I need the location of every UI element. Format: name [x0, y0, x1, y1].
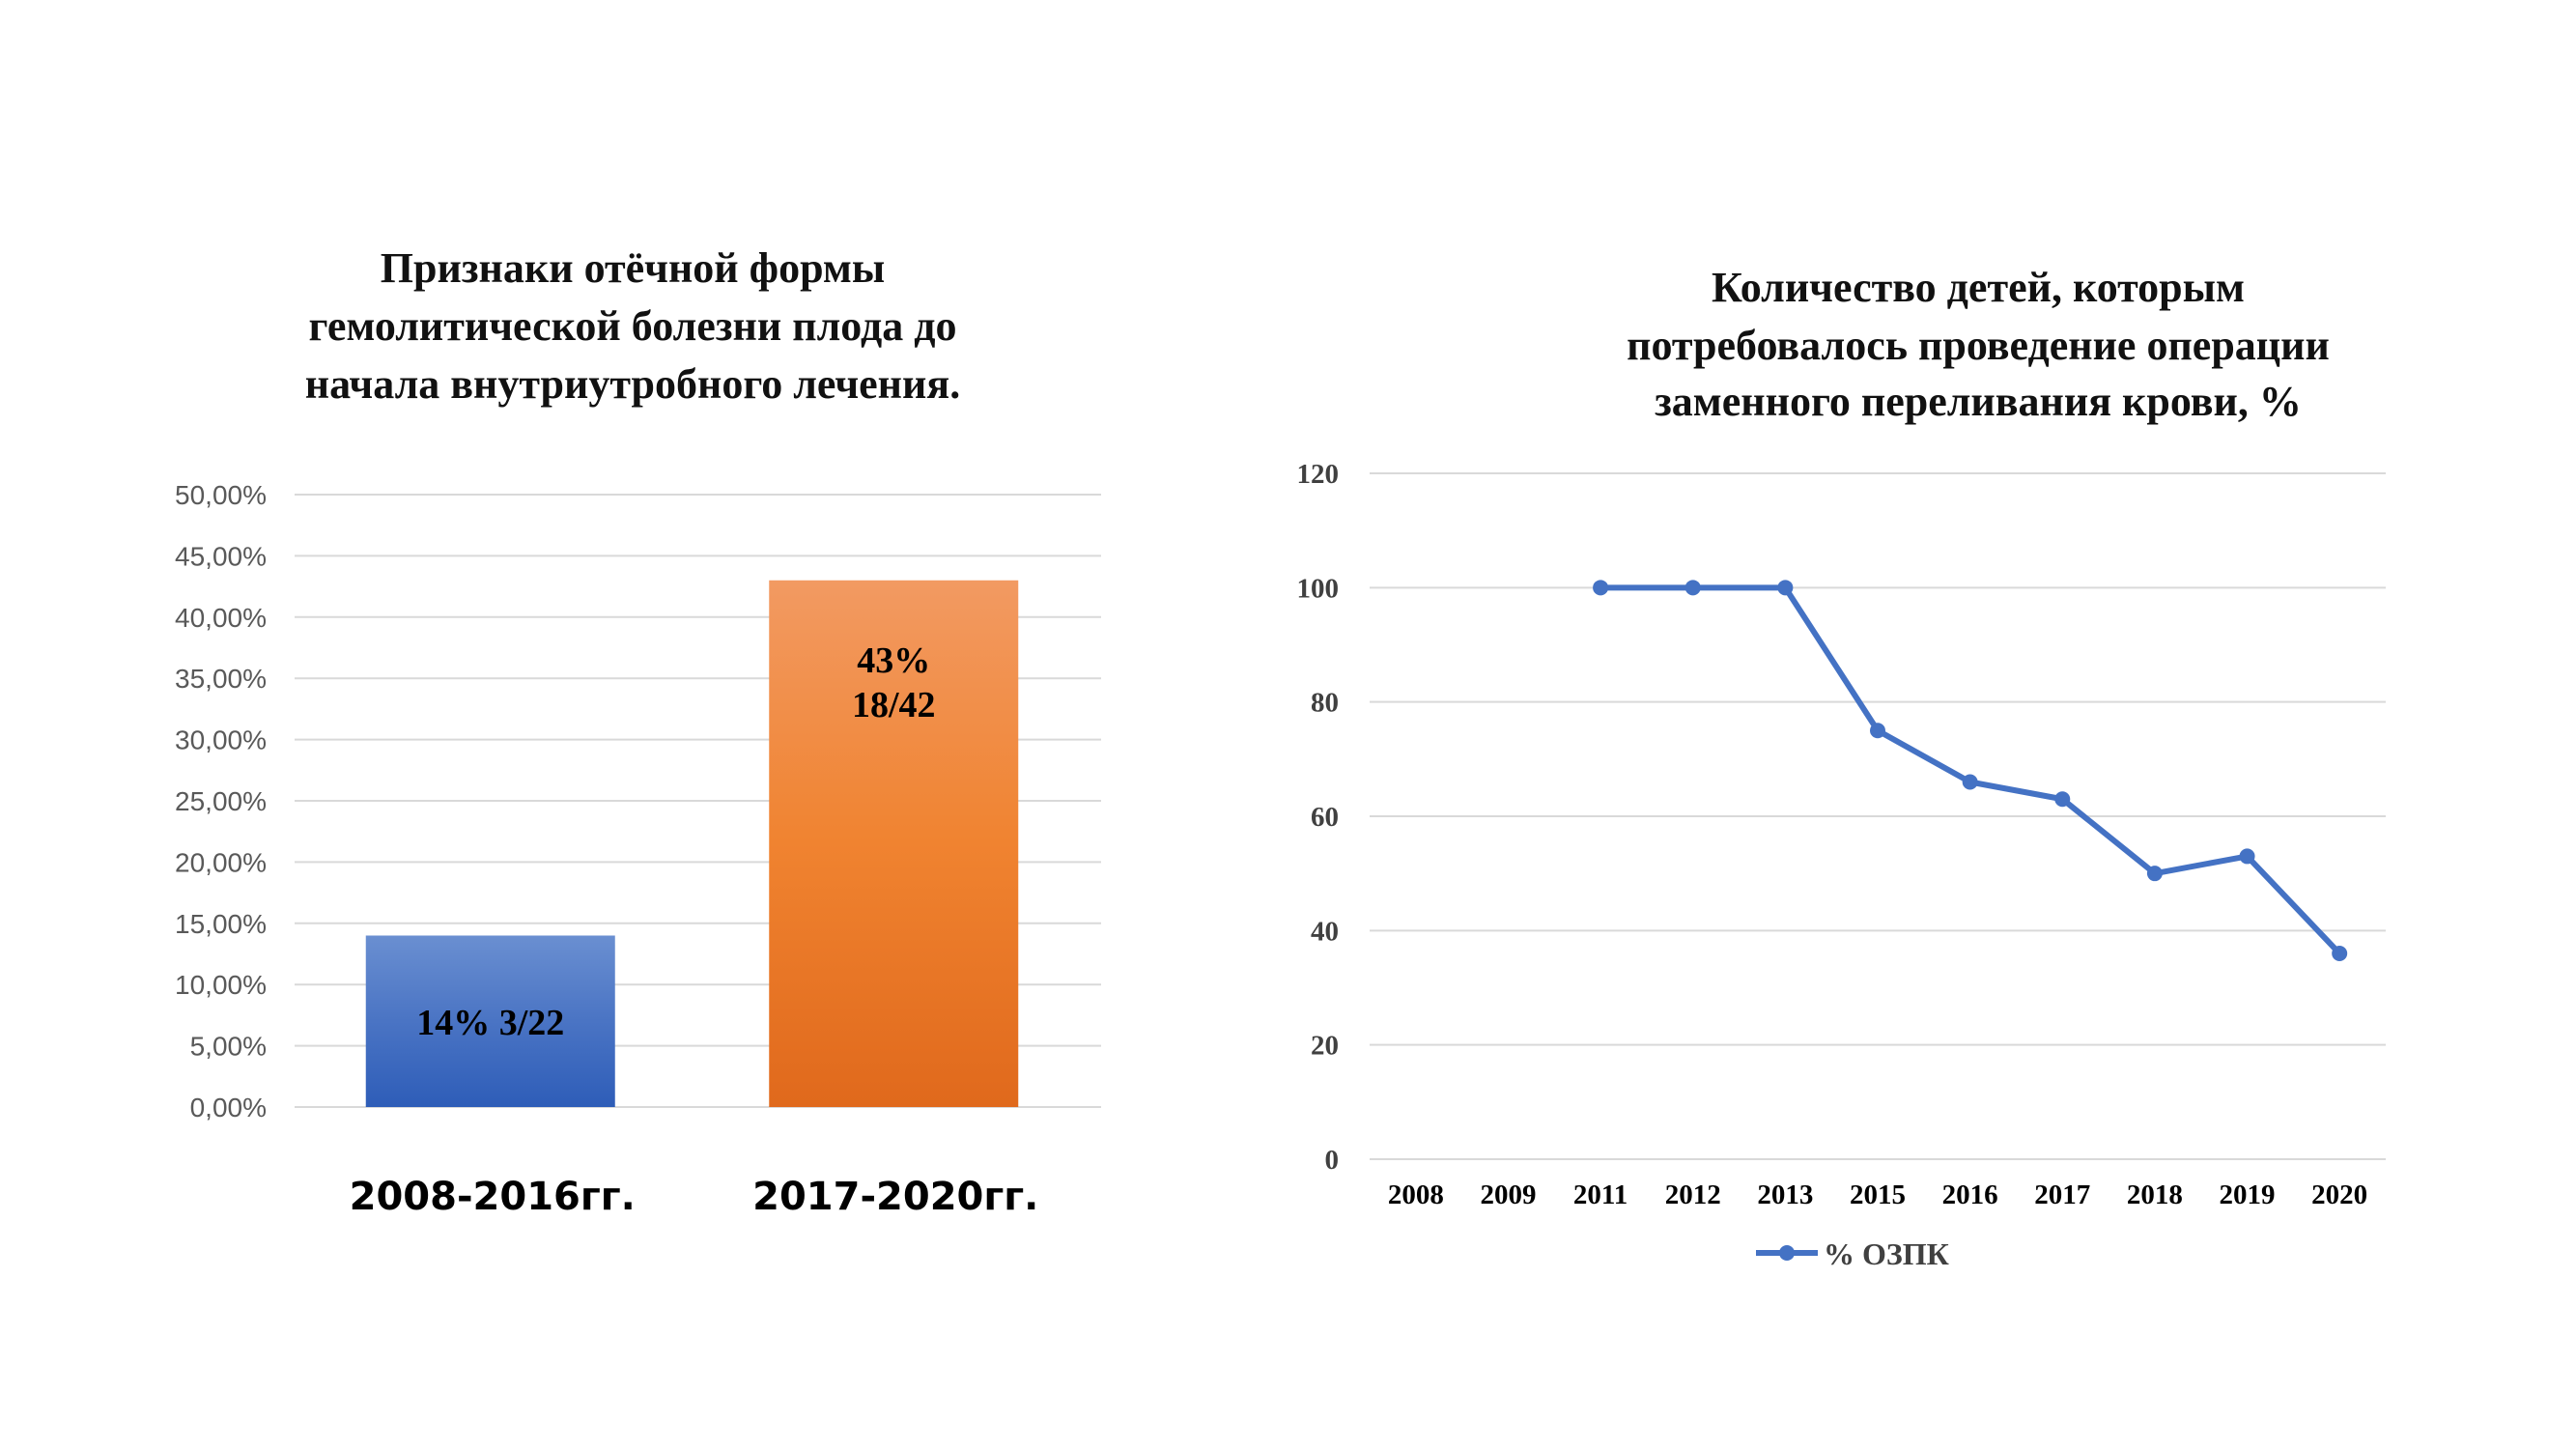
- bar-chart-data-labels: 14% 3/22 43%18/42: [416, 640, 935, 1043]
- bar-category-label: 2017-2020гг.: [752, 1175, 1038, 1219]
- bar-chart-title-line: гемолитической болезни плода до: [309, 302, 957, 350]
- bar-chart: Признаки отёчной формы гемолитической бо…: [175, 244, 1101, 1219]
- line-x-tick-label: 2008: [1388, 1179, 1444, 1210]
- bar: [365, 935, 615, 1107]
- bar-chart-y-tick-labels: 0,00% 5,00% 10,00% 15,00% 20,00% 25,00% 30,00%…: [175, 480, 267, 1122]
- line-data-point: [2239, 848, 2255, 865]
- line-chart-gridlines: [1370, 472, 2386, 1160]
- line-y-tick-label: 80: [1311, 688, 1339, 719]
- line-data-point: [2146, 866, 2163, 882]
- line-data-point: [1593, 580, 1609, 596]
- bar-y-tick-label: 40,00%: [175, 603, 267, 633]
- line-x-tick-label: 2015: [1850, 1179, 1906, 1210]
- line-y-tick-label: 40: [1311, 916, 1339, 947]
- bar-y-tick-label: 5,00%: [190, 1032, 267, 1062]
- bar-y-tick-label: 35,00%: [175, 664, 267, 694]
- bar-chart-category-labels: 2008-2016гг. 2017-2020гг.: [350, 1175, 1039, 1219]
- line-chart: Количество детей, которым потребовалось …: [1297, 264, 2386, 1271]
- bar-y-tick-label: 15,00%: [175, 909, 267, 939]
- bar: [769, 580, 1019, 1107]
- line-data-point: [2054, 791, 2071, 808]
- line-data-point: [2332, 946, 2348, 961]
- line-y-tick-label: 60: [1311, 802, 1339, 833]
- line-series-path: [1600, 584, 2342, 956]
- line-chart-y-tick-labels: 0 20 40 60 80 100 120: [1297, 459, 1340, 1176]
- legend-point-marker: [1779, 1245, 1795, 1261]
- line-chart-x-tick-labels: 2008 2009 2011 2012 2013 2015 2016 2017 2018 2019…: [1388, 1179, 2367, 1210]
- line-y-tick-label: 20: [1311, 1031, 1339, 1062]
- line-x-tick-label: 2011: [1573, 1179, 1628, 1210]
- line-x-tick-label: 2012: [1665, 1179, 1721, 1210]
- line-y-tick-label: 0: [1325, 1145, 1340, 1176]
- line-y-tick-label: 100: [1297, 573, 1340, 604]
- bar-category-label: 2008-2016гг.: [350, 1175, 636, 1219]
- line-chart-series: [1593, 580, 2348, 961]
- bar-y-tick-label: 30,00%: [175, 725, 267, 755]
- bar-y-tick-label: 50,00%: [175, 480, 267, 510]
- line-chart-title-line: заменного переливания крови, %: [1655, 378, 2302, 425]
- bar-data-label: 14% 3/22: [416, 1003, 564, 1043]
- legend-label: % ОЗПК: [1824, 1236, 1949, 1271]
- line-x-tick-label: 2013: [1757, 1179, 1813, 1210]
- line-x-tick-label: 2016: [1942, 1179, 1998, 1210]
- bar-y-tick-label: 0,00%: [190, 1093, 267, 1122]
- bar-data-label: 18/42: [852, 685, 936, 725]
- line-data-point: [1870, 723, 1885, 739]
- bar-chart-title-line: начала внутриутробного лечения.: [305, 360, 960, 408]
- bar-y-tick-label: 45,00%: [175, 541, 267, 571]
- line-chart-title-line: Количество детей, которым: [1712, 264, 2245, 311]
- bar-data-label: 43%: [857, 640, 930, 681]
- line-x-tick-label: 2017: [2034, 1179, 2090, 1210]
- line-data-point: [1684, 580, 1701, 596]
- line-chart-title-line: потребовалось проведение операции: [1627, 322, 2330, 369]
- bar-y-tick-label: 25,00%: [175, 786, 267, 816]
- line-chart-legend: % ОЗПК: [1756, 1236, 1949, 1271]
- line-x-tick-label: 2018: [2127, 1179, 2183, 1210]
- line-x-tick-label: 2009: [1480, 1179, 1536, 1210]
- bar-chart-bars: [365, 580, 1019, 1107]
- bar-y-tick-label: 10,00%: [175, 970, 267, 1000]
- line-data-point: [1777, 580, 1794, 596]
- line-data-point: [1962, 774, 1978, 790]
- line-x-tick-label: 2019: [2220, 1179, 2276, 1210]
- line-x-tick-label: 2020: [2311, 1179, 2367, 1210]
- line-y-tick-label: 120: [1297, 459, 1340, 490]
- bar-chart-title-line: Признаки отёчной формы: [381, 244, 885, 292]
- bar-y-tick-label: 20,00%: [175, 847, 267, 877]
